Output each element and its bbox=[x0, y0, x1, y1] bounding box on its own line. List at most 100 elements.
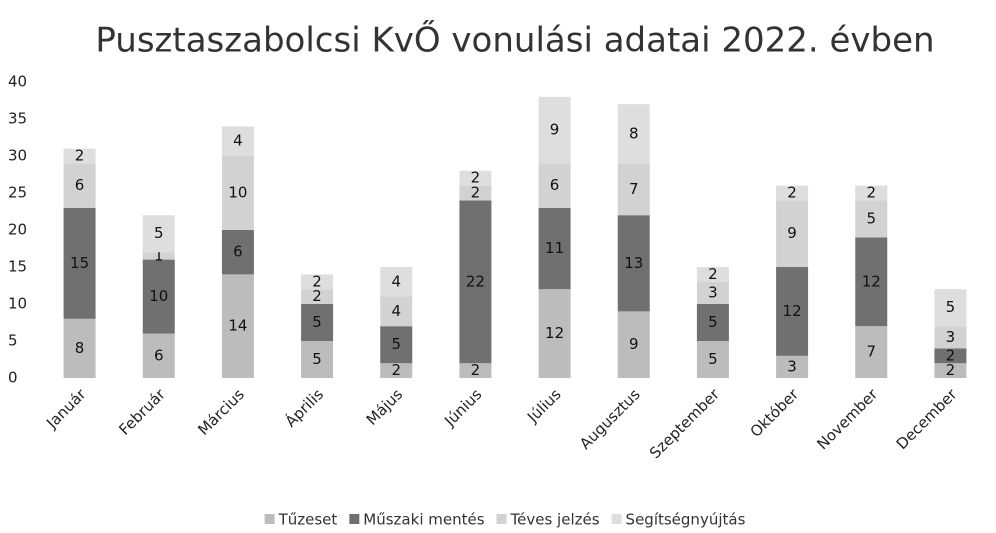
bar-segment bbox=[855, 185, 888, 201]
legend-label: Műszaki mentés bbox=[363, 511, 484, 529]
bar-segment bbox=[776, 185, 809, 201]
bar-segment bbox=[617, 163, 650, 216]
data-label: 7 bbox=[866, 343, 876, 361]
x-tick-label: Október bbox=[747, 385, 803, 441]
bar-segment bbox=[380, 267, 413, 297]
bar-segment bbox=[696, 304, 729, 341]
data-label: 3 bbox=[946, 328, 956, 346]
data-label: 5 bbox=[708, 313, 718, 331]
legend-swatch bbox=[349, 514, 360, 524]
data-label: 5 bbox=[708, 350, 718, 368]
bar-segment bbox=[380, 363, 413, 378]
data-label: 2 bbox=[946, 361, 956, 379]
data-label: 5 bbox=[946, 298, 956, 316]
bar-segment bbox=[380, 326, 413, 364]
bar-segment bbox=[459, 200, 492, 364]
chart-title: Pusztaszabolcsi KvŐ vonulási adatai 2022… bbox=[95, 20, 934, 61]
data-label: 4 bbox=[233, 132, 243, 150]
bar-segment bbox=[934, 326, 967, 349]
bar-segment bbox=[934, 289, 967, 327]
data-label: 8 bbox=[75, 339, 85, 357]
data-label: 2 bbox=[471, 184, 481, 202]
data-label: 2 bbox=[471, 169, 481, 187]
x-tick-label: Április bbox=[281, 384, 327, 430]
data-label: 11 bbox=[545, 239, 564, 257]
data-label: 9 bbox=[629, 335, 639, 353]
data-label: 9 bbox=[550, 121, 560, 139]
data-label: 2 bbox=[75, 147, 85, 165]
y-tick-label: 20 bbox=[8, 221, 27, 239]
bar-segment bbox=[617, 215, 650, 312]
legend-swatch bbox=[264, 514, 275, 524]
data-label: 5 bbox=[866, 209, 876, 227]
data-label: 6 bbox=[233, 243, 243, 261]
y-tick-label: 10 bbox=[8, 295, 27, 313]
data-label: 12 bbox=[783, 302, 802, 320]
bar-segment bbox=[776, 267, 809, 356]
data-label: 14 bbox=[228, 317, 247, 335]
bar-segment bbox=[301, 341, 334, 378]
bar-segment bbox=[221, 156, 254, 230]
data-label: 4 bbox=[391, 302, 401, 320]
data-label: 6 bbox=[550, 176, 560, 194]
bar-segment bbox=[459, 170, 492, 186]
y-tick-label: 30 bbox=[8, 147, 27, 165]
bar-segment bbox=[221, 126, 254, 156]
bar-segment bbox=[63, 318, 96, 378]
data-label: 2 bbox=[312, 272, 322, 290]
legend-label: Tűzeset bbox=[278, 511, 338, 529]
bar-segment bbox=[142, 252, 175, 260]
data-label: 2 bbox=[391, 361, 401, 379]
bar-segment bbox=[855, 237, 888, 327]
x-tick-label: Május bbox=[363, 385, 407, 429]
bar-segment bbox=[380, 296, 413, 327]
data-label: 15 bbox=[70, 254, 89, 272]
x-tick-label: Június bbox=[440, 385, 485, 430]
data-label: 7 bbox=[629, 180, 639, 198]
data-label: 2 bbox=[787, 184, 797, 202]
y-tick-label: 35 bbox=[8, 110, 27, 128]
bar-segment bbox=[855, 326, 888, 378]
data-label: 3 bbox=[708, 283, 718, 301]
bar-segment bbox=[538, 163, 571, 208]
y-tick-label: 0 bbox=[8, 369, 18, 387]
data-label: 1 bbox=[154, 246, 164, 264]
y-tick-label: 40 bbox=[8, 73, 27, 91]
legend-swatch bbox=[496, 514, 507, 524]
bar-segment bbox=[221, 274, 254, 378]
bar-segment bbox=[142, 259, 175, 334]
data-label: 10 bbox=[228, 184, 247, 202]
data-label: 2 bbox=[866, 184, 876, 202]
bar-segment bbox=[142, 215, 175, 253]
legend-label: Téves jelzés bbox=[510, 511, 600, 529]
data-label: 13 bbox=[624, 254, 643, 272]
bar-segment bbox=[63, 148, 96, 164]
bar-segment bbox=[776, 200, 809, 267]
bar-segment bbox=[855, 200, 888, 238]
x-tick-label: Január bbox=[42, 385, 90, 433]
bar-segment bbox=[696, 267, 729, 282]
bar-segment bbox=[617, 104, 650, 164]
bar-segment bbox=[142, 333, 175, 378]
bar-segment bbox=[617, 311, 650, 378]
x-tick-label: December bbox=[893, 385, 961, 453]
bar-segment bbox=[776, 355, 809, 378]
data-label: 6 bbox=[75, 176, 85, 194]
data-label: 2 bbox=[471, 361, 481, 379]
data-label: 5 bbox=[154, 224, 164, 242]
legend-label: Segítségnyújtás bbox=[626, 511, 746, 529]
bar-segment bbox=[63, 207, 96, 319]
bar-segment bbox=[538, 96, 571, 164]
bar-segment bbox=[459, 363, 492, 378]
bar-segment bbox=[696, 341, 729, 378]
bar-segment bbox=[221, 230, 254, 275]
bar-segment bbox=[459, 185, 492, 201]
data-label: 2 bbox=[946, 346, 956, 364]
bar-segment bbox=[538, 289, 571, 378]
data-label: 12 bbox=[545, 324, 564, 342]
bar-segment bbox=[696, 281, 729, 304]
data-label: 22 bbox=[466, 272, 485, 290]
bar-segment bbox=[301, 289, 334, 304]
